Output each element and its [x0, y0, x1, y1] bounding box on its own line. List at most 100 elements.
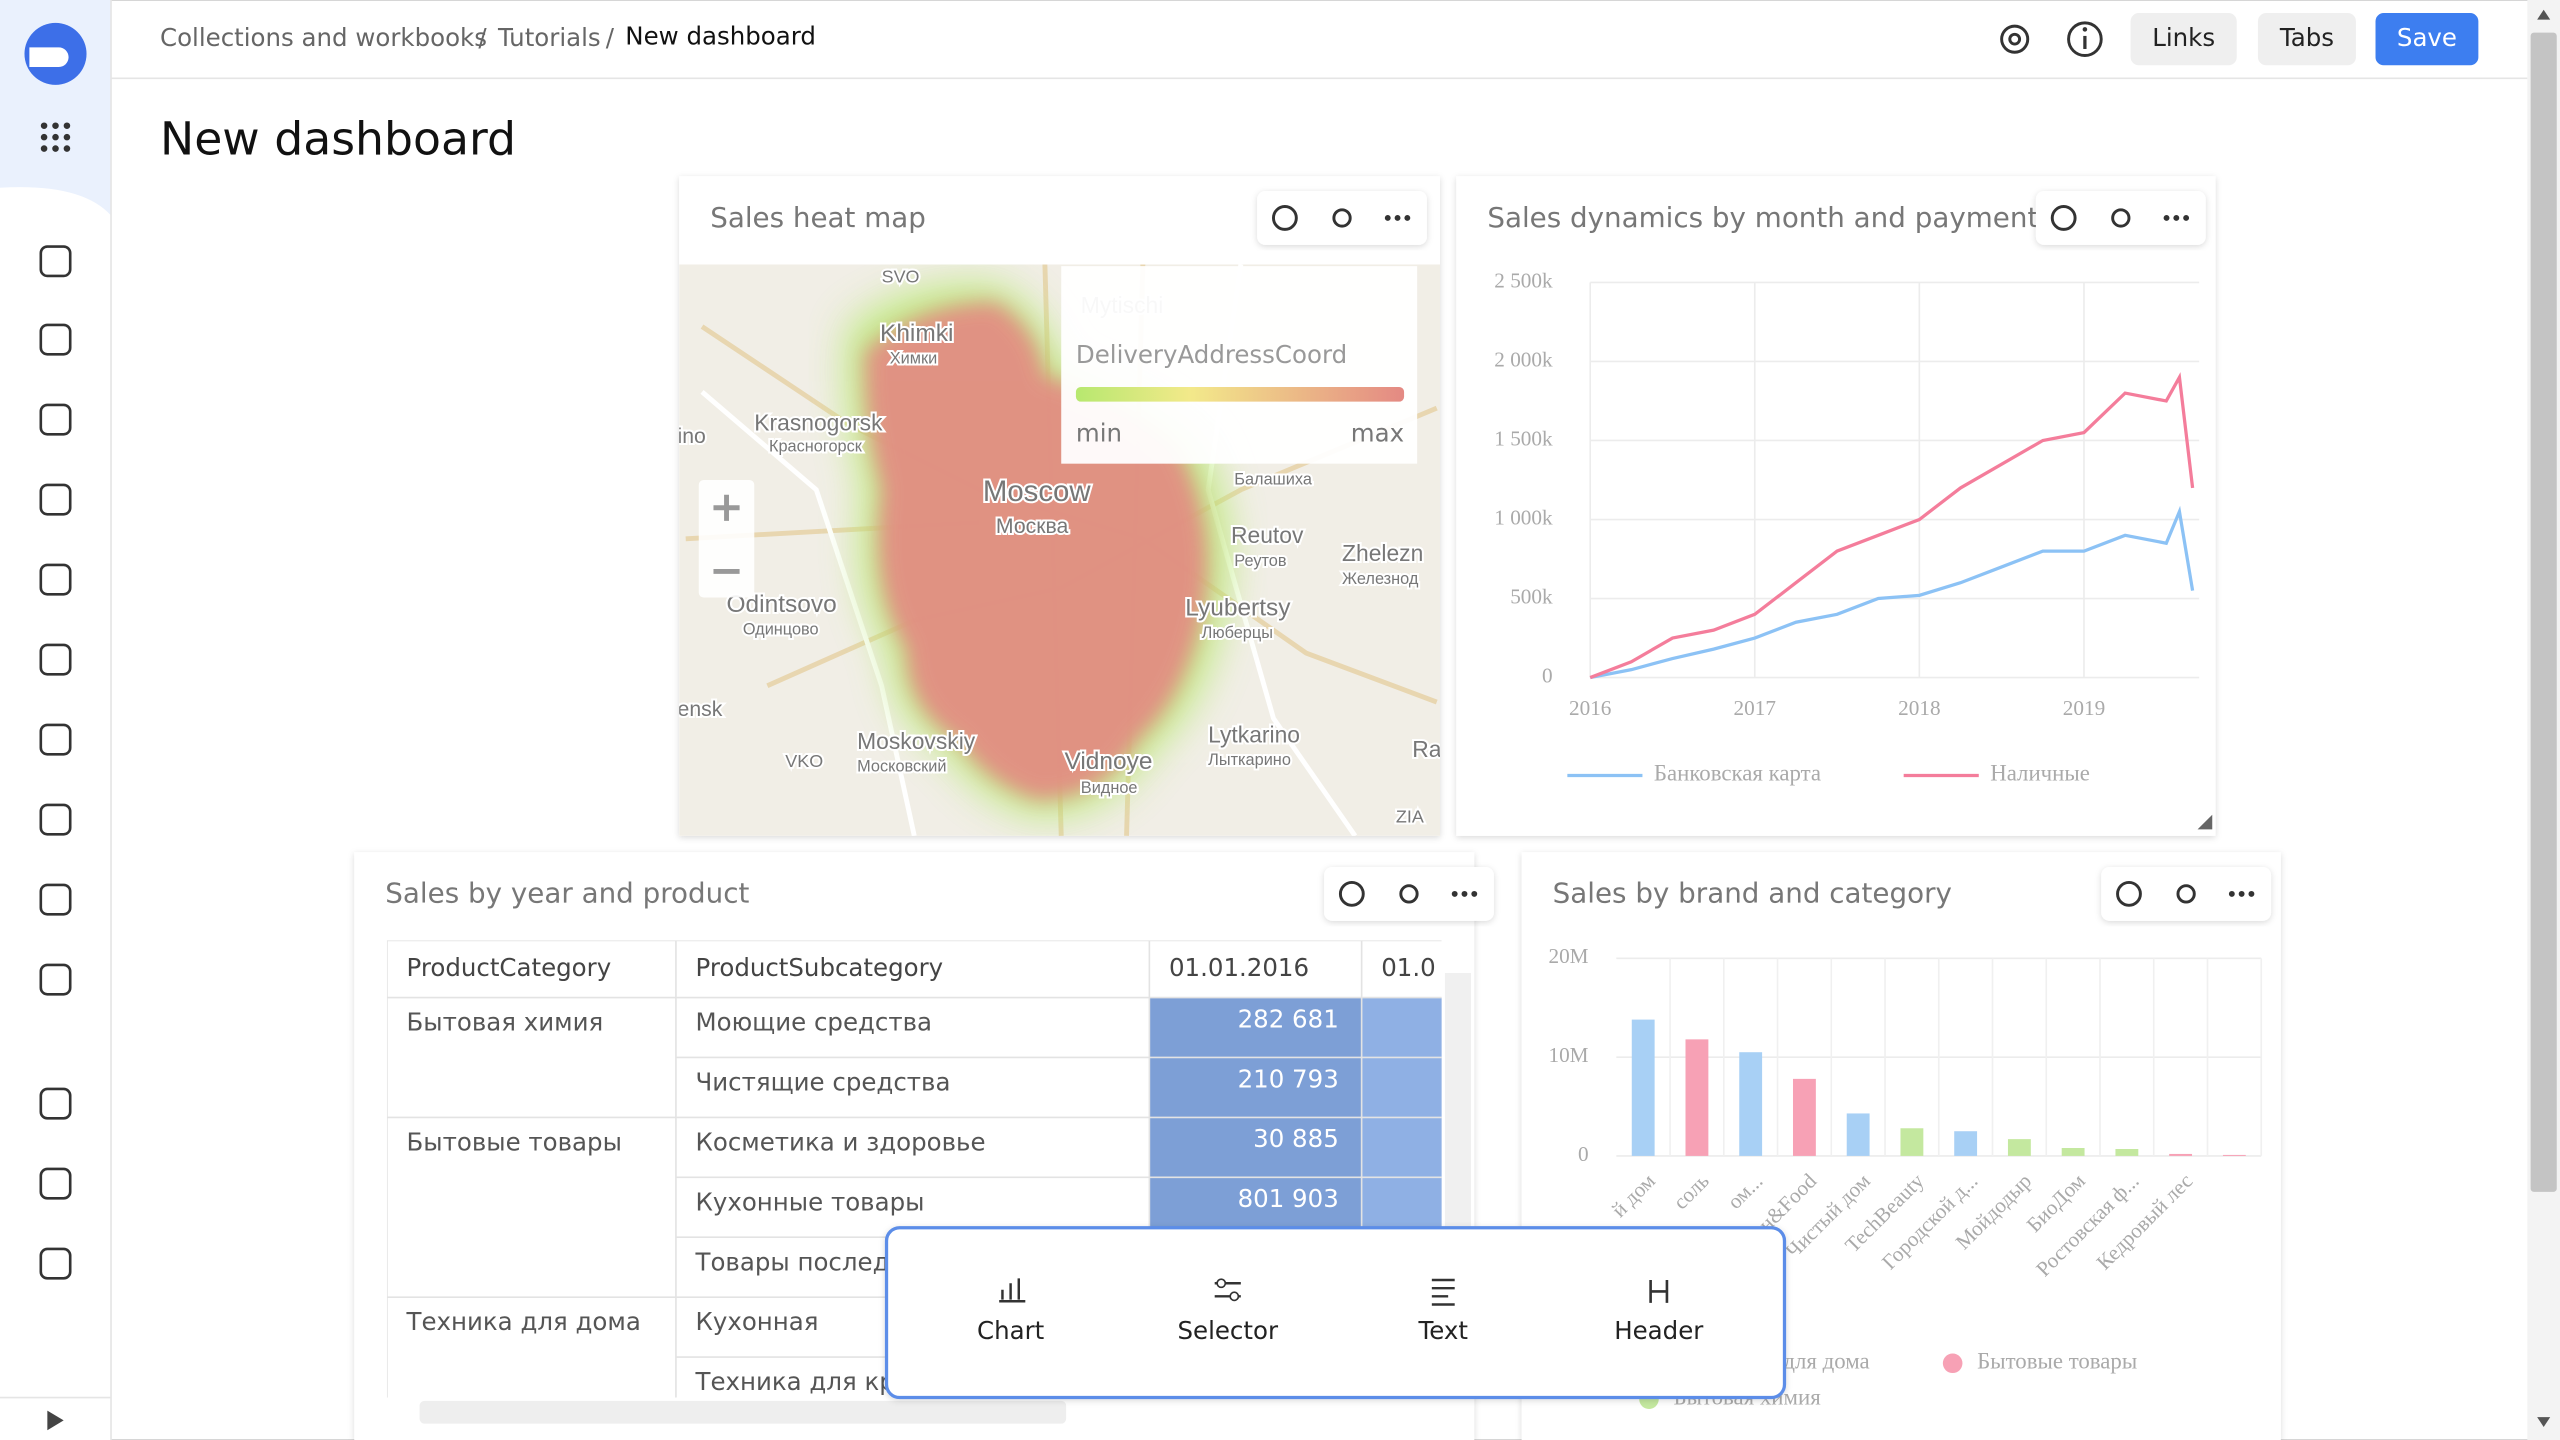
links-button[interactable]	[2130, 13, 2237, 66]
map-label: ZIA	[1396, 807, 1424, 827]
widget-title: Sales by year and product	[385, 877, 749, 910]
settings-button[interactable]	[1338, 880, 1365, 907]
legend-swatch[interactable]	[1942, 1353, 1963, 1374]
legend-label[interactable]: Наличные	[1990, 761, 2090, 786]
share-button[interactable]	[1332, 208, 1352, 228]
y-tick-label: 500k	[1510, 584, 1553, 608]
bar	[1631, 1019, 1655, 1156]
save-button[interactable]	[2375, 13, 2479, 66]
legend-min: min	[1076, 418, 1122, 447]
nav-icon[interactable]	[39, 1247, 72, 1280]
more-dot[interactable]	[2238, 890, 2245, 897]
info-button[interactable]	[2067, 21, 2103, 57]
table-cell: Бытовые товары	[407, 1128, 622, 1157]
map-label: Moskovskiy	[857, 728, 976, 754]
top-bar: Collections and workbooks / Tutorials / …	[111, 13, 2528, 80]
legend-label[interactable]: Банковская карта	[1654, 761, 1821, 786]
nav-icon-shape	[39, 883, 72, 916]
share-button[interactable]	[1399, 884, 1419, 904]
settings-button[interactable]	[2050, 205, 2077, 231]
nav-icon[interactable]	[39, 483, 72, 516]
line-series	[1589, 505, 2195, 680]
tabs-button[interactable]	[2257, 13, 2356, 66]
menu-selector[interactable]: Selector	[1177, 1278, 1279, 1345]
share-button[interactable]	[2176, 884, 2196, 904]
map-label: Одинцово	[743, 621, 819, 639]
table-scroll[interactable]	[1444, 973, 1472, 1251]
map[interactable]: SVOMytischiKhimkiХимкиKrasnogorskКрасног…	[678, 264, 1442, 836]
heatmap-widget: Sales heat map SVOMytischiKhimkiХимкиKra…	[678, 176, 1442, 836]
menu-text[interactable]: Text	[1418, 1278, 1469, 1345]
nav-icon[interactable]	[39, 563, 72, 596]
toolbar-bg	[1257, 191, 1427, 245]
map-label: Люберцы	[1202, 624, 1273, 642]
more-dot[interactable]	[2173, 215, 2180, 221]
nav-icon[interactable]	[39, 1167, 72, 1200]
map-label: Moscow	[983, 475, 1092, 508]
nav-icon[interactable]	[39, 723, 72, 756]
nav-icon[interactable]	[39, 403, 72, 436]
breadcrumb-current: New dashboard	[625, 22, 816, 51]
map-label: Лыткарино	[1208, 751, 1291, 769]
nav-icon[interactable]	[39, 883, 72, 916]
more-dot[interactable]	[1471, 890, 1478, 897]
bar	[1900, 1128, 1924, 1156]
menu-header[interactable]: Header	[1614, 1280, 1704, 1345]
toolbar-bg	[2101, 866, 2272, 921]
table-hscroll[interactable]	[419, 1400, 1067, 1424]
map-label: Krasnogorsk	[754, 410, 883, 436]
more-dot[interactable]	[2183, 215, 2190, 221]
bar	[1954, 1131, 1978, 1156]
more-dot[interactable]	[2228, 890, 2235, 897]
more-dot[interactable]	[1451, 890, 1458, 897]
nav-icon-shape	[39, 1247, 72, 1280]
nav-icon-shape	[39, 403, 72, 436]
more-dot[interactable]	[1394, 215, 1401, 221]
nav-icon[interactable]	[39, 643, 72, 676]
scroll-thumb[interactable]	[2530, 32, 2557, 1192]
y-tick-label: 0	[1542, 663, 1553, 687]
nav-icon[interactable]	[39, 803, 72, 836]
map-label: Химки	[890, 349, 937, 367]
more-dot[interactable]	[1404, 215, 1411, 221]
nav-icon[interactable]	[39, 963, 72, 996]
apps-icon[interactable]	[40, 122, 71, 152]
bar	[1846, 1113, 1870, 1156]
map-label: ensk	[678, 698, 723, 721]
nav-icon[interactable]	[39, 323, 72, 356]
map-label: ino	[678, 425, 706, 448]
share-button[interactable]	[2111, 208, 2131, 228]
widget-toolbar	[1257, 191, 1427, 245]
x-tick-label: 2018	[1898, 696, 1940, 720]
map-label: Видное	[1081, 779, 1138, 797]
y-tick-label: 1 500k	[1494, 426, 1553, 450]
menu-chart[interactable]: Chart	[977, 1278, 1045, 1345]
nav-icon-shape	[39, 963, 72, 996]
breadcrumb[interactable]: Tutorials	[497, 23, 601, 52]
line-series	[1589, 372, 2195, 680]
settings-button[interactable]	[1272, 205, 1298, 231]
more-dot[interactable]	[1384, 215, 1391, 221]
more-dot[interactable]	[2248, 890, 2255, 897]
nav-icon[interactable]	[39, 245, 72, 278]
toolbar-bg	[2035, 191, 2206, 245]
y-tick-label: 10M	[1548, 1043, 1588, 1067]
more-dot[interactable]	[2163, 215, 2170, 221]
breadcrumb[interactable]: Collections and workbooks	[160, 23, 487, 52]
zoom-controls[interactable]	[698, 480, 755, 598]
more-dot[interactable]	[1461, 890, 1468, 897]
y-tick-label: 2 000k	[1494, 347, 1553, 371]
map-label: Lytkarino	[1208, 721, 1300, 747]
settings-button[interactable]	[2116, 880, 2142, 907]
table-cell: Товары послед	[695, 1247, 890, 1276]
table-cell: Кухонные товары	[696, 1187, 925, 1216]
nav-icon[interactable]	[39, 1087, 72, 1120]
settings-button[interactable]	[2000, 24, 2030, 54]
expand-sidebar[interactable]	[47, 1410, 64, 1431]
map-label: Московский	[857, 758, 946, 776]
widget-title: Sales dynamics by month and payment type	[1487, 201, 2109, 234]
legend-field: DeliveryAddressCoord	[1076, 340, 1347, 369]
table-value: 210 793	[1238, 1064, 1339, 1093]
map-label: Khimki	[880, 320, 953, 347]
legend-label[interactable]: Бытовые товары	[1977, 1349, 2137, 1374]
